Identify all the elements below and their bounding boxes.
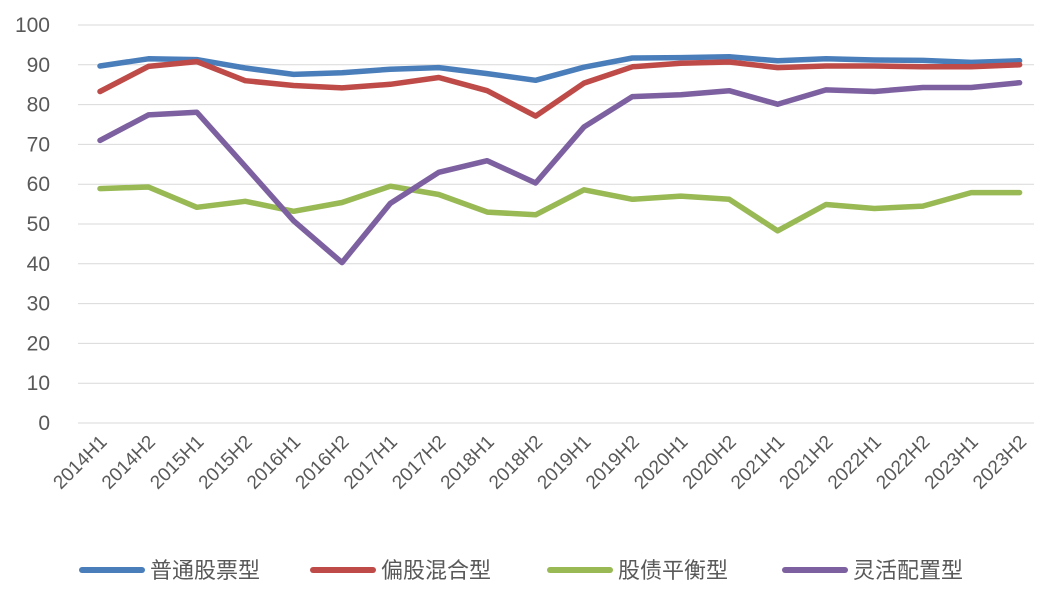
y-tick-label: 10 [27, 372, 50, 395]
series-line-3 [97, 183, 1023, 234]
legend-item: 灵活配置型 [782, 559, 963, 584]
y-tick-label: 40 [27, 253, 50, 276]
legend-label: 灵活配置型 [853, 559, 963, 584]
y-tick-label: 20 [27, 332, 50, 355]
series-line-4 [97, 79, 1023, 266]
y-tick-label: 100 [15, 14, 50, 37]
legend-label: 股债平衡型 [618, 559, 728, 584]
grid-lines [78, 24, 1034, 424]
y-tick-label: 30 [27, 293, 50, 316]
legend-label: 普通股票型 [150, 559, 260, 584]
y-tick-label: 60 [27, 173, 50, 196]
y-axis: 0 10 20 30 40 50 60 70 80 90 100 [15, 14, 50, 435]
series-group [97, 54, 1023, 266]
legend-label: 偏股混合型 [381, 559, 491, 584]
legend-item: 偏股混合型 [310, 559, 491, 584]
y-tick-label: 70 [27, 133, 50, 156]
y-tick-label: 0 [38, 412, 50, 435]
legend-item: 普通股票型 [79, 559, 260, 584]
y-tick-label: 50 [27, 213, 50, 236]
series-line-2 [97, 58, 1023, 119]
legend-item: 股债平衡型 [547, 559, 728, 584]
x-axis: 2014H12014H22015H12015H22016H12016H22017… [50, 432, 1032, 494]
x-tick-label: 2023H2 [969, 432, 1031, 494]
legend: 普通股票型 偏股混合型 股债平衡型 灵活配置型 [79, 559, 963, 584]
y-tick-label: 90 [27, 54, 50, 77]
series-line-1 [97, 54, 1023, 84]
y-tick-label: 80 [27, 94, 50, 117]
